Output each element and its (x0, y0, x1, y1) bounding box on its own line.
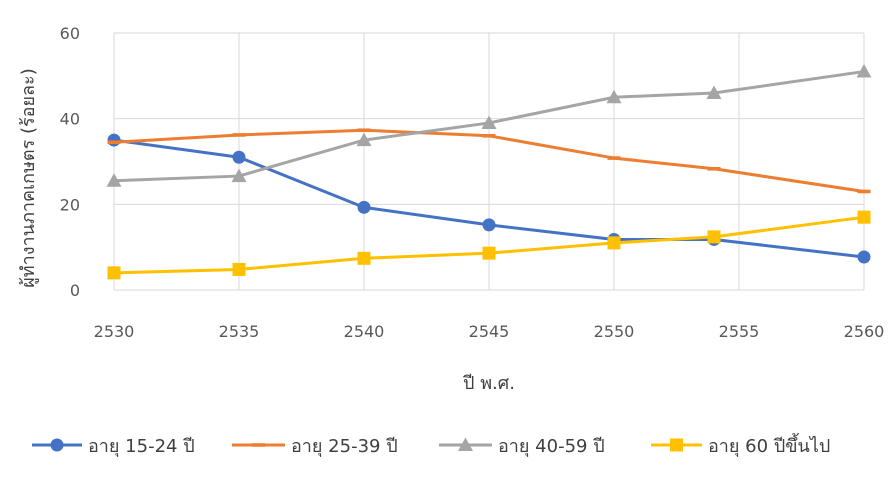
y-tick-label: 60 (60, 24, 80, 43)
legend-swatch-marker (252, 443, 265, 447)
data-point (707, 230, 721, 244)
data-point (607, 156, 621, 160)
legend-swatch-marker (670, 438, 683, 452)
data-point (232, 150, 246, 164)
legend-label: อายุ 40-59 ปี (498, 436, 605, 457)
x-tick-label: 2535 (219, 322, 260, 341)
data-point (482, 246, 496, 260)
x-tick-label: 2555 (719, 322, 760, 341)
series-group (106, 64, 872, 187)
data-point (107, 133, 121, 147)
y-tick-label: 0 (70, 281, 80, 300)
legend-item: อายุ 15-24 ปี (32, 436, 195, 457)
series-lines (106, 64, 872, 280)
x-tick-label: 2550 (594, 322, 635, 341)
x-tick-label: 2560 (844, 322, 885, 341)
legend-label: อายุ 60 ปีขึ้นไป (708, 433, 830, 457)
data-point (856, 64, 872, 78)
data-point (707, 166, 721, 171)
x-tick-label: 2545 (469, 322, 510, 341)
data-point (106, 173, 122, 187)
data-point (706, 85, 722, 99)
data-point (482, 218, 496, 232)
data-point (607, 236, 621, 250)
x-tick-label: 2530 (94, 322, 135, 341)
series-group (107, 128, 871, 194)
data-point (356, 132, 372, 147)
data-point (231, 168, 247, 183)
data-point (357, 251, 371, 265)
data-point (482, 134, 496, 138)
data-point (232, 133, 246, 137)
data-point (232, 262, 246, 276)
data-point (857, 250, 871, 264)
data-point (107, 140, 121, 145)
legend-item: อายุ 40-59 ปี (439, 436, 605, 457)
data-point (606, 89, 622, 104)
y-axis-title: ผู้ทำงานภาคเกษตร (ร้อยละ) (18, 68, 39, 288)
legend-swatch-marker (458, 437, 473, 451)
data-point (481, 115, 497, 129)
tick-labels: 0 20 40 60 2530 2535 2540 2545 2550 2555 2560 (60, 24, 885, 341)
y-tick-label: 40 (60, 110, 80, 129)
data-point (357, 128, 371, 133)
series-group (107, 210, 871, 280)
y-tick-label: 20 (60, 195, 80, 214)
data-point (357, 200, 371, 214)
legend-label: อายุ 25-39 ปี (291, 436, 398, 457)
legend-item: อายุ 60 ปีขึ้นไป (651, 433, 830, 457)
x-tick-label: 2540 (344, 322, 385, 341)
data-point (107, 266, 121, 280)
data-point (857, 189, 871, 194)
x-axis-title: ปี พ.ศ. (463, 373, 515, 394)
legend-label: อายุ 15-24 ปี (88, 436, 195, 457)
data-point (857, 210, 871, 224)
legend-swatch-marker (50, 438, 64, 452)
legend: อายุ 15-24 ปี อายุ 25-39 ปี อายุ 40-59 ปี อ… (32, 433, 830, 457)
legend-item: อายุ 25-39 ปี (232, 436, 398, 457)
